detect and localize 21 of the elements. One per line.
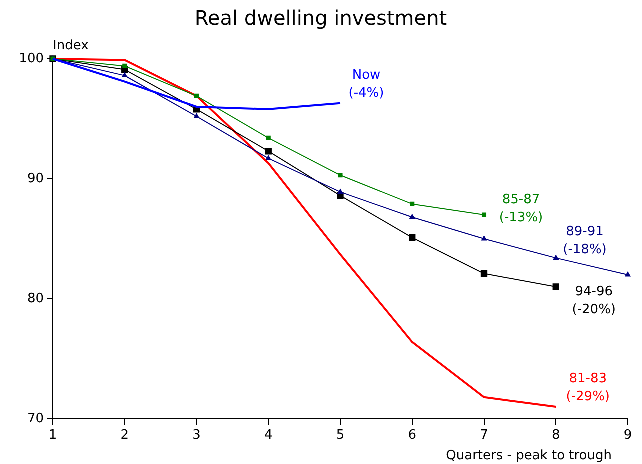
x-tick-label: 4 [264, 428, 273, 444]
x-tick-label: 1 [48, 428, 58, 444]
x-tick-label: 8 [552, 428, 560, 444]
x-axis-title: Quarters - peak to trough [446, 448, 612, 464]
series-label: Now (-4%) [348, 68, 384, 101]
x-tick-label: 2 [120, 428, 130, 444]
y-tick-label: 90 [27, 171, 44, 186]
y-tick-label: 80 [27, 291, 44, 306]
series-label: 85-87 (-13%) [499, 192, 544, 226]
y-axis-title: Index [53, 38, 90, 54]
x-tick-label: 3 [192, 428, 201, 444]
series-label: 94-96 (-20%) [572, 284, 616, 318]
y-tick-label: 100 [19, 51, 44, 66]
x-tick-label: 5 [336, 428, 345, 444]
x-tick-label: 7 [480, 428, 488, 444]
series-label: 89-91 (-18%) [563, 224, 607, 258]
x-tick-label: 9 [624, 428, 632, 444]
x-tick-label: 6 [408, 428, 417, 444]
series-label: 81-83 (-29%) [566, 371, 610, 404]
y-tick-label: 70 [27, 411, 44, 426]
chart-title: Real dwelling investment [194, 6, 448, 30]
